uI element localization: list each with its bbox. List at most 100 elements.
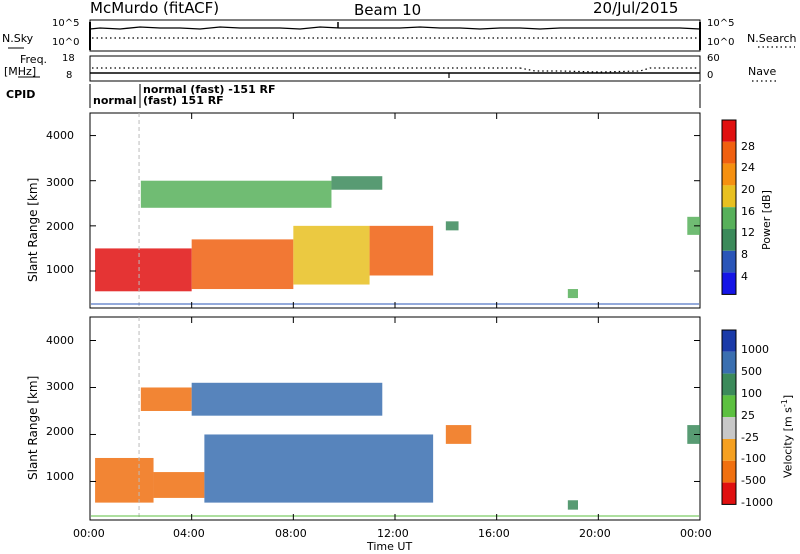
power-cbar-tick-20: 20 — [741, 183, 755, 196]
colorbar-velocity-seg-2 — [722, 373, 736, 396]
freq-panel-frame — [89, 55, 701, 82]
data-region-0-1 — [191, 239, 294, 290]
colorbar-velocity-seg-1 — [722, 351, 736, 374]
velocity-cbar-label-text: Velocity [m s — [781, 407, 795, 478]
power-cbar-tick-4: 4 — [741, 270, 748, 283]
data-region-1-2 — [204, 434, 434, 503]
nsky-tick-high: 10^5 — [52, 18, 80, 29]
velocity-panel — [89, 316, 701, 521]
date-label: 20/Jul/2015 — [593, 0, 679, 17]
power-cbar-tick-8: 8 — [741, 248, 748, 261]
data-region-1-3 — [140, 387, 192, 411]
nave-tick-low: 0 — [707, 70, 714, 81]
data-region-0-0 — [95, 248, 192, 292]
velocity-ylabel: Slant Range [km] — [26, 375, 40, 480]
velocity-colorbar — [721, 329, 737, 505]
data-region-1-1 — [153, 472, 205, 498]
data-region-1-6 — [567, 500, 578, 510]
colorbar-velocity-seg-0 — [722, 330, 736, 352]
power-panel — [89, 112, 701, 309]
velocity-cbar-label-sup: -1 — [780, 399, 789, 408]
xtick-label-4: 16:00 — [478, 527, 510, 540]
power-ytick-4000: 4000 — [46, 129, 74, 142]
freq-label: Freq. — [20, 53, 48, 66]
data-region-0-6 — [445, 221, 459, 231]
data-region-1-0 — [95, 457, 154, 503]
power-cbar-tick-24: 24 — [741, 161, 755, 174]
colorbar-power-seg-7 — [722, 272, 736, 295]
xtick-label-2: 08:00 — [275, 527, 307, 540]
power-colorbar — [721, 119, 737, 295]
colorbar-velocity-seg-4 — [722, 417, 736, 439]
velocity-ytick-3000: 3000 — [46, 380, 74, 393]
cpid-program-2: (fast) 151 RF — [143, 94, 224, 107]
data-region-0-8 — [687, 216, 700, 235]
colorbar-velocity-seg-3 — [722, 395, 736, 418]
data-region-0-2 — [293, 225, 370, 285]
colorbar-power-seg-0 — [722, 120, 736, 142]
xtick-label-3: 12:00 — [377, 527, 409, 540]
colorbar-power-seg-1 — [722, 141, 736, 164]
data-region-0-7 — [567, 289, 578, 299]
colorbar-power-seg-3 — [722, 185, 736, 208]
freq-unit-label: [MHz] — [4, 65, 37, 78]
power-cbar-tick-12: 12 — [741, 226, 755, 239]
vel-cbar-tick-25: 25 — [741, 409, 755, 422]
vel-cbar-tick-neg500: -500 — [741, 474, 766, 487]
cpid-normal: normal — [93, 94, 137, 107]
nsky-label: N.Sky — [2, 32, 34, 45]
colorbar-velocity-seg-6 — [722, 460, 736, 483]
freq-tick-low: 8 — [66, 70, 73, 81]
top-panels — [8, 19, 795, 108]
power-ytick-3000: 3000 — [46, 176, 74, 189]
velocity-ytick-2000: 2000 — [46, 425, 74, 438]
xtick-label-1: 04:00 — [173, 527, 205, 540]
power-cbar-label: Power [dB] — [760, 190, 773, 250]
data-region-1-7 — [687, 425, 700, 444]
data-region-0-3 — [369, 225, 434, 276]
colorbar-velocity-frame — [721, 329, 737, 505]
colorbar-velocity-seg-5 — [722, 439, 736, 461]
xtick-label-6: 00:00 — [680, 527, 712, 540]
vel-cbar-tick-100: 100 — [741, 387, 762, 400]
cpid-label: CPID — [6, 88, 36, 101]
colorbar-power-frame — [721, 119, 737, 295]
vel-cbar-tick-neg1000: -1000 — [741, 496, 773, 509]
data-region-0-5 — [331, 176, 383, 190]
velocity-cbar-label: Velocity [m s-1] — [780, 395, 795, 478]
data-region-0-4 — [140, 180, 332, 208]
station-title: McMurdo (fitACF) — [90, 0, 220, 17]
power-ytick-2000: 2000 — [46, 220, 74, 233]
data-region-1-4 — [191, 382, 383, 416]
xlabel: Time UT — [367, 540, 413, 553]
velocity-cbar-label-end: ] — [781, 394, 795, 400]
nsky-tick-low: 10^0 — [52, 37, 80, 48]
freq-tick-high: 18 — [62, 53, 75, 64]
vel-cbar-tick-neg25: -25 — [741, 431, 759, 444]
beam-label: Beam 10 — [354, 1, 422, 19]
colorbar-velocity-seg-7 — [722, 482, 736, 505]
nave-series-b — [519, 67, 698, 73]
vel-cbar-tick-1000: 1000 — [741, 343, 769, 356]
xtick-label-0: 00:00 — [73, 527, 105, 540]
vel-cbar-tick-500: 500 — [741, 365, 762, 378]
xtick-label-5: 20:00 — [579, 527, 611, 540]
nave-tick-high: 60 — [707, 53, 720, 64]
nsearch-tick-low: 10^0 — [707, 37, 735, 48]
power-cbar-tick-28: 28 — [741, 140, 755, 153]
colorbar-power-seg-6 — [722, 250, 736, 273]
power-ytick-1000: 1000 — [46, 263, 74, 276]
colorbar-power-seg-2 — [722, 163, 736, 186]
velocity-ytick-4000: 4000 — [46, 334, 74, 347]
power-ylabel: Slant Range [km] — [26, 177, 40, 282]
nave-label: Nave — [748, 65, 777, 78]
data-region-1-5 — [445, 425, 472, 444]
colorbar-power-seg-5 — [722, 229, 736, 251]
nsky-series — [89, 26, 701, 30]
colorbar-power-seg-4 — [722, 207, 736, 229]
nsearch-tick-high: 10^5 — [707, 18, 735, 29]
cpid-program-1: normal (fast) -151 RF — [143, 83, 276, 96]
velocity-ytick-1000: 1000 — [46, 470, 74, 483]
power-cbar-tick-16: 16 — [741, 205, 755, 218]
